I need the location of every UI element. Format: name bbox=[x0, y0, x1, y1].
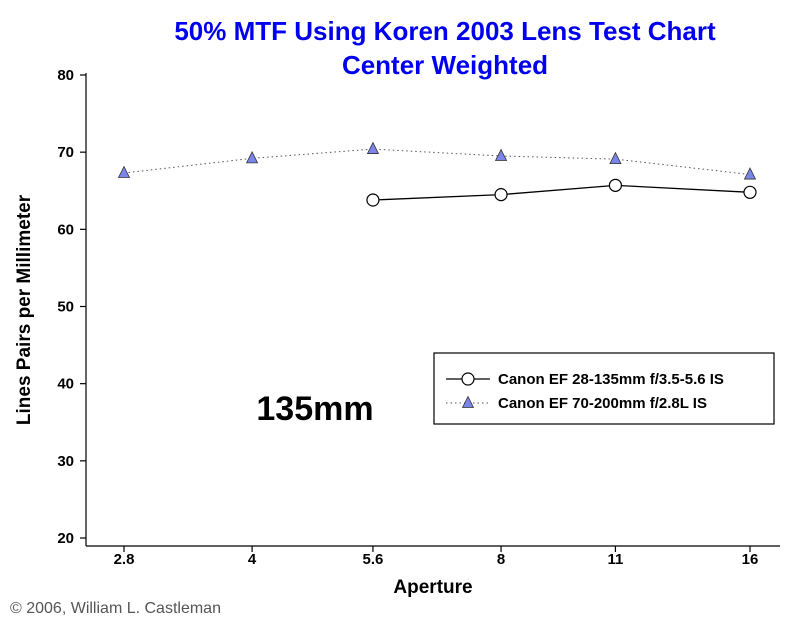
x-tick-label: 4 bbox=[248, 551, 257, 568]
chart-subtitle: Center Weighted bbox=[341, 50, 549, 80]
series-2-point bbox=[609, 151, 622, 165]
series-line-2 bbox=[123, 148, 751, 176]
series-2-point bbox=[743, 167, 757, 180]
y-tick-label: 30 bbox=[57, 453, 74, 470]
y-tick-label: 60 bbox=[57, 221, 74, 238]
x-tick-label: 16 bbox=[742, 551, 759, 568]
axes bbox=[85, 73, 780, 547]
y-tick-label: 20 bbox=[57, 530, 74, 547]
legend-marker-1 bbox=[461, 372, 475, 386]
series-line-1 bbox=[372, 184, 751, 201]
y-tick-label: 70 bbox=[57, 144, 74, 161]
y-tick-label: 80 bbox=[57, 67, 74, 84]
series-1-point bbox=[494, 188, 508, 202]
y-tick-label: 50 bbox=[57, 299, 74, 316]
chart-title: 50% MTF Using Koren 2003 Lens Test Chart bbox=[174, 16, 716, 46]
legend-entry-1: Canon EF 28-135mm f/3.5-5.6 IS bbox=[498, 371, 724, 388]
y-ticks: 20 30 40 50 60 70 80 bbox=[57, 67, 86, 547]
x-tick-label: 8 bbox=[497, 551, 505, 568]
y-axis-label: Lines Pairs per Millimeter bbox=[14, 194, 35, 425]
x-tick-label: 11 bbox=[607, 551, 623, 568]
focal-length-annotation: 135mm bbox=[256, 390, 373, 428]
y-tick-label: 40 bbox=[57, 376, 74, 393]
copyright-notice: © 2006, William L. Castleman bbox=[10, 600, 221, 617]
x-tick-label: 2.8 bbox=[114, 551, 135, 568]
plot-area bbox=[117, 141, 757, 207]
series-2-point bbox=[245, 150, 259, 164]
series-2-point bbox=[366, 141, 380, 154]
legend: Canon EF 28-135mm f/3.5-5.6 IS Canon EF 7… bbox=[433, 352, 775, 425]
series-1-point bbox=[366, 193, 380, 207]
x-tick-label: 5.6 bbox=[363, 551, 384, 568]
legend-box bbox=[433, 352, 775, 425]
series-2-point bbox=[117, 165, 131, 178]
x-axis-label: Aperture bbox=[393, 577, 472, 598]
series-1-point bbox=[743, 185, 757, 199]
series-2-point bbox=[494, 148, 508, 161]
legend-entry-2: Canon EF 70-200mm f/2.8L IS bbox=[498, 395, 707, 412]
x-ticks: 2.8 4 5.6 8 11 16 bbox=[114, 546, 759, 568]
series-1-point bbox=[608, 178, 623, 192]
legend-marker-2 bbox=[461, 395, 475, 408]
